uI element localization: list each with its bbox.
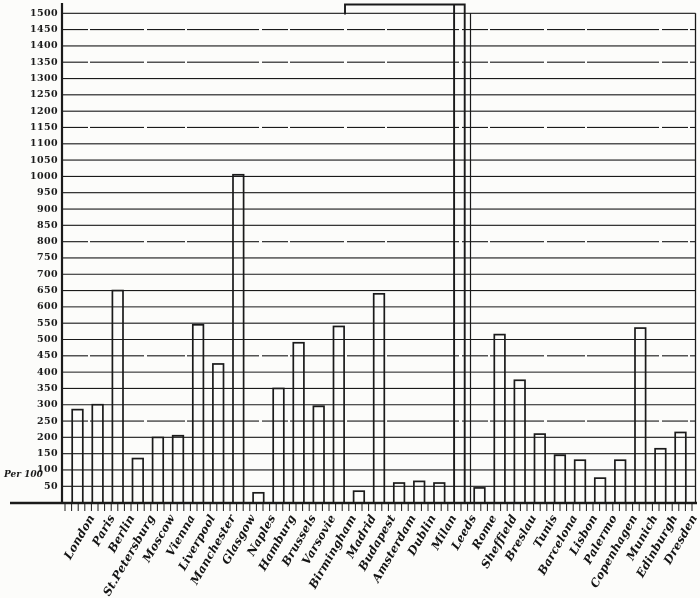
y-axis-tick-label: 1050 — [29, 154, 58, 166]
y-axis-tick-label: 1300 — [29, 73, 58, 85]
bar-paris — [91, 403, 104, 504]
bar-leeds-offscale — [344, 3, 466, 503]
bar-london — [71, 408, 84, 504]
bar-copenhagen — [614, 459, 627, 504]
bar-dublin — [413, 480, 426, 504]
bar-breslau — [513, 379, 526, 504]
bar-palermo — [593, 477, 607, 504]
y-axis-tick-label: 1400 — [29, 40, 58, 52]
y-axis-tick-label: 400 — [36, 366, 58, 378]
bar-amsterdam — [392, 482, 406, 504]
y-axis-tick-label: 200 — [36, 431, 58, 443]
y-axis-tick-label: 1500 — [29, 7, 58, 19]
y-axis-tick-label: 1250 — [29, 89, 58, 101]
bar-liverpool — [191, 323, 205, 504]
y-axis-tick-label: 850 — [36, 219, 58, 231]
bar-lisbon — [573, 459, 587, 504]
y-axis-tick-label: 650 — [36, 285, 58, 297]
bar-hamburg — [272, 387, 285, 504]
y-axis-tick-label: 700 — [36, 268, 58, 280]
y-axis-tick-label: 300 — [36, 399, 58, 411]
y-axis-unit-label: Per 100 — [4, 470, 43, 480]
bar-vienna — [171, 434, 185, 504]
bar-naples — [252, 491, 265, 504]
bar-birmingham — [332, 325, 345, 504]
bar-glasgow — [232, 173, 245, 504]
y-axis-tick-label: 250 — [36, 415, 58, 427]
y-axis-tick-label: 950 — [36, 187, 58, 199]
bar-berlin — [111, 289, 124, 504]
y-axis-tick-label: 1150 — [29, 121, 58, 133]
y-axis-tick-label: 1350 — [29, 56, 58, 68]
bar-tunis — [533, 433, 546, 504]
y-axis-tick-label: 1000 — [29, 170, 58, 182]
y-axis-tick-label: 1450 — [29, 24, 58, 36]
y-axis-tick-label: 550 — [36, 317, 58, 329]
y-axis-tick-label: 500 — [36, 334, 58, 345]
y-axis-tick-label: 450 — [36, 350, 58, 362]
bar-manchester — [212, 363, 225, 504]
y-axis-tick-label: 100 — [36, 464, 58, 476]
y-axis-tick-label: 150 — [36, 448, 58, 460]
y-axis-tick-label: 900 — [36, 203, 58, 215]
y-axis-tick-label: 1200 — [29, 105, 58, 117]
bar-munich — [634, 327, 647, 504]
bar-st-petersburg — [131, 457, 144, 504]
bar-moscow — [151, 436, 165, 504]
y-axis-tick-label: 1100 — [29, 138, 58, 150]
bar-dresden — [674, 431, 687, 504]
y-axis-tick-label: 600 — [36, 301, 58, 313]
bar-milan — [433, 482, 446, 504]
bar-madrid — [352, 490, 366, 504]
y-axis-tick-label: 350 — [36, 382, 58, 394]
bar-varsovie — [312, 405, 325, 504]
bar-brussels — [292, 341, 305, 504]
y-axis-tick-label: 750 — [36, 252, 58, 264]
y-axis-tick-label: 800 — [36, 236, 58, 248]
y-axis-tick-label: 50 — [43, 480, 58, 492]
bar-rome — [473, 487, 486, 504]
bar-barcelona — [553, 454, 567, 504]
bar-budapest — [372, 292, 386, 504]
bar-sheffield — [493, 333, 506, 504]
bar-edinburgh — [654, 447, 667, 504]
